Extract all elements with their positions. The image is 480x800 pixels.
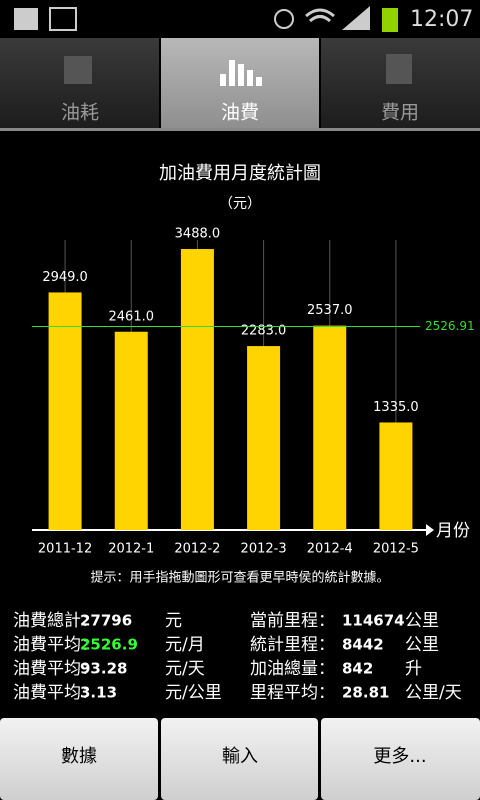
value-label: 2537.0 [307,303,353,318]
hint: 提示：用手指拖動圖形可查看更早時侯的統計數據。 [90,570,389,586]
status-bar: 12:07 [14,6,473,32]
icon-signal [342,6,370,30]
value-label: 2949.0 [42,270,88,285]
stat-label: 當前里程： [250,611,335,631]
bar [313,325,347,530]
bar [379,422,413,530]
average-label: 2526.91 [425,319,475,333]
stat-value: 842 [342,660,373,678]
stat-unit: 元/月 [165,635,205,655]
button-label[interactable]: 數據 [61,746,97,767]
tab-label: 油耗 [61,102,99,124]
bar [247,346,281,530]
button-label[interactable]: 更多... [373,746,426,767]
stat-unit: 元/天 [165,659,205,679]
stat-label: 統計里程： [250,635,335,655]
value-label: 2461.0 [109,309,155,324]
clock: 12:07 [410,7,473,32]
value-label: 2283.0 [241,324,287,339]
x-tick-label: 2012-4 [307,542,353,557]
tab-underline [0,128,480,131]
axis-arrow [426,524,434,536]
bar [180,249,214,530]
stat-unit: 升 [405,659,422,679]
stat-value: 27796 [80,612,132,630]
stat-unit: 元 [165,611,182,631]
chart: 加油費用月度統計圖 （元） 月份 2011-12 2949.0 2012-1 2461… [32,163,475,557]
stat-unit: 公里/天 [405,683,462,703]
tab-label: 費用 [381,102,419,124]
stat-value: 2526.9 [80,636,138,654]
value-label: 3488.0 [175,227,221,242]
stat-value: 8442 [342,636,384,654]
tab-icon [220,60,262,86]
x-tick-label: 2012-2 [174,542,220,557]
stat-value: 93.28 [80,660,127,678]
tab-icon [386,54,412,84]
icon-alarm [274,9,294,29]
stat-label: 油費總計： [13,611,98,631]
stat-value: 28.81 [342,684,389,702]
icon-wifi [305,8,335,23]
bar [48,292,82,530]
x-tick-label: 2012-5 [373,542,419,557]
chart-title: 加油費用月度統計圖 [159,163,321,184]
button[interactable] [0,718,158,800]
stat-label: 油費平均： [13,683,98,703]
value-label: 1335.0 [373,400,419,415]
button-label[interactable]: 輸入 [222,746,258,767]
icon-image [49,7,77,31]
stat-label: 油費平均： [13,635,98,655]
tab-bar: 油耗 油費 費用 [0,38,480,131]
button-bar: 數據 輸入 更多... [0,718,480,800]
tab-label: 油費 [221,102,259,124]
icon-battery [382,8,398,32]
stat-unit: 公里 [405,635,439,655]
chart-subtitle: （元） [219,196,261,212]
stat-label: 里程平均： [250,683,335,703]
button[interactable] [161,718,318,800]
stat-unit: 元/公里 [165,683,222,703]
x-tick-label: 2011-12 [38,542,92,557]
stat-value: 114674 [342,612,405,630]
stat-label: 加油總量： [250,659,335,679]
bar [114,331,148,530]
stat-value: 3.13 [80,684,117,702]
icon-3g [14,8,38,30]
stat-unit: 公里 [405,611,439,631]
stats: 油費總計：27796 元當前里程： 114674 公里油費平均：2526.9 元/月 統計… [13,611,462,703]
x-tick-label: 2012-1 [108,542,154,557]
tab-icon [64,56,92,84]
x-axis-label: 月份 [436,521,470,541]
button[interactable] [321,718,480,800]
x-tick-label: 2012-3 [241,542,287,557]
stat-label: 油費平均： [13,659,98,679]
